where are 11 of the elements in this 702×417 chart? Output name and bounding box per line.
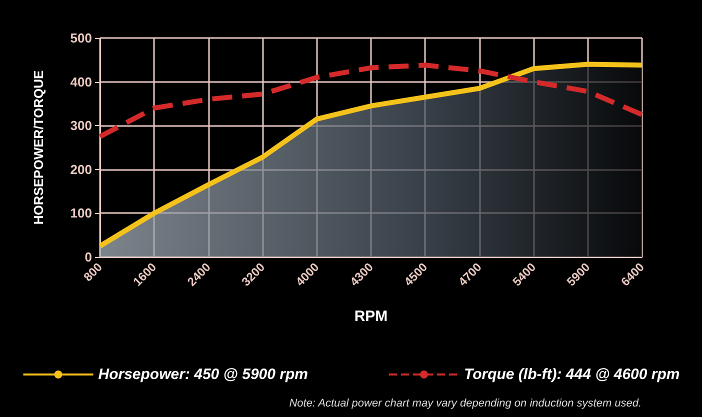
y-tick-label: 100: [70, 206, 92, 221]
legend-label: Horsepower: 450 @ 5900 rpm: [98, 366, 308, 383]
y-tick-label: 400: [70, 74, 92, 90]
y-tick-label: 500: [70, 30, 92, 46]
legend-label: Torque (lb-ft): 444 @ 4600 rpm: [464, 366, 680, 383]
y-axis-title: HORSEPOWER/TORQUE: [31, 70, 46, 225]
y-tick-label: 200: [70, 162, 92, 177]
y-tick-label: 0: [84, 250, 92, 264]
x-axis-title: RPM: [354, 308, 388, 325]
text: Note: Actual power chart may vary depending on induction system used.: [289, 398, 642, 410]
y-tick-label: 300: [70, 118, 92, 134]
